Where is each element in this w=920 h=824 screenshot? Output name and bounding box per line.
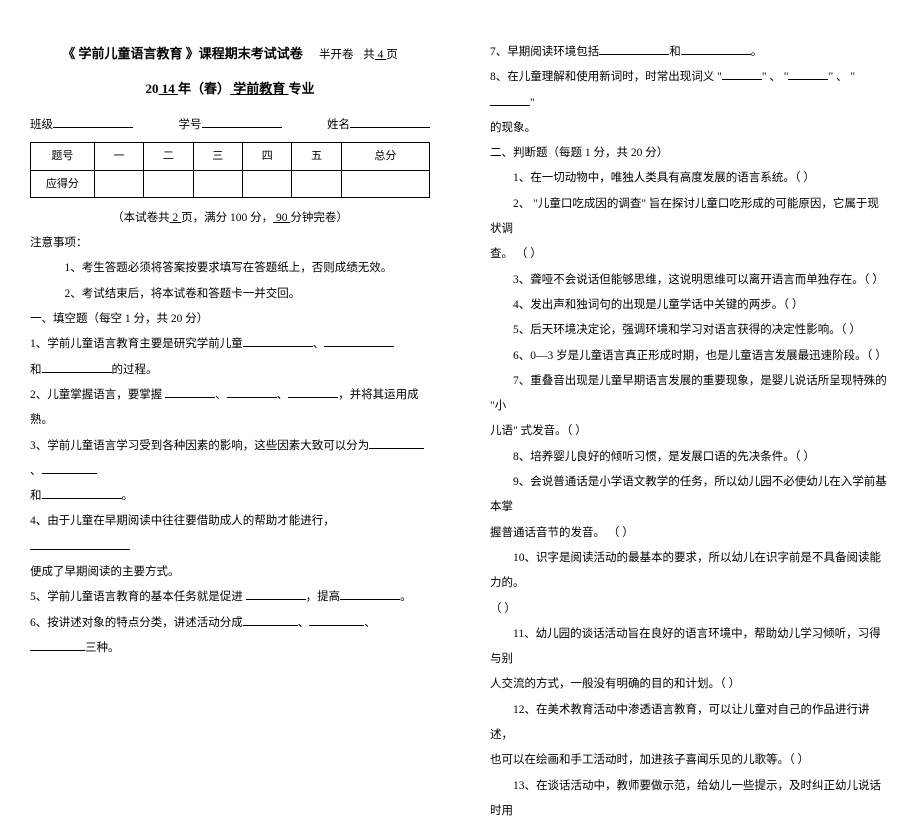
title-line-1: 《 学前儿童语言教育 》课程期末考试试卷 半开卷 共 4 页	[30, 40, 430, 69]
section-1-header: 一、填空题（每空 1 分，共 20 分）	[30, 307, 430, 332]
th-1: 一	[94, 143, 143, 170]
section-2-header: 二、判断题（每题 1 分，共 20 分）	[490, 141, 890, 166]
j7: 7、重叠音出现是儿童早期语言发展的重要现象，是婴儿说话所呈现特殊的 "小	[490, 369, 890, 420]
j13: 13、在谈话活动中，教师要做示范，给幼儿一些提示，及时纠正幼儿说话时用	[490, 774, 890, 824]
title-line-2: 20 14 年（春） 学前教育 专业	[30, 75, 430, 104]
j2-cont: 查。 （ ）	[490, 242, 890, 267]
j4: 4、发出声和独词句的出现是儿童学话中关键的两步。（ ）	[490, 293, 890, 318]
q2: 2、儿童掌握语言，要掌握 、、，并将其运用成熟。	[30, 383, 430, 434]
j9: 9、会说普通话是小学语文教学的任务，所以幼儿园不必使幼儿在入学前基本掌	[490, 470, 890, 521]
j6: 6、0—3 岁是儿童语言真正形成时期，也是儿童语言发展最迅速阶段。（ ）	[490, 344, 890, 369]
q4: 4、由于儿童在早期阅读中往往要借助成人的帮助才能进行，	[30, 509, 430, 560]
q1-cont: 和的过程。	[30, 358, 430, 383]
th-total: 总分	[341, 143, 429, 170]
j7-cont: 儿语" 式发音。（ ）	[490, 419, 890, 444]
cell	[341, 170, 429, 197]
table-row: 题号 一 二 三 四 五 总分	[31, 143, 430, 170]
left-column: 《 学前儿童语言教育 》课程期末考试试卷 半开卷 共 4 页 20 14 年（春…	[0, 0, 460, 650]
j12-cont: 也可以在绘画和手工活动时，加进孩子喜闻乐见的儿歌等。（ ）	[490, 748, 890, 773]
name-field: 姓名	[327, 113, 430, 138]
j8: 8、培养婴儿良好的倾听习惯，是发展口语的先决条件。（ ）	[490, 445, 890, 470]
j9-cont: 握普通话音节的发音。 （ ）	[490, 521, 890, 546]
q1: 1、学前儿童语言教育主要是研究学前儿童、	[30, 332, 430, 357]
title-pre: 《	[62, 46, 78, 61]
cell	[144, 170, 193, 197]
q8-cont: 的现象。	[490, 116, 890, 141]
j5: 5、后天环境决定论，强调环境和学习对语言获得的决定性影响。（ ）	[490, 318, 890, 343]
cell	[292, 170, 341, 197]
exam-page: 《 学前儿童语言教育 》课程期末考试试卷 半开卷 共 4 页 20 14 年（春…	[0, 0, 920, 650]
j1: 1、在一切动物中，唯独人类具有高度发展的语言系统。（ ）	[490, 166, 890, 191]
cell	[193, 170, 242, 197]
j11-cont: 人交流的方式，一般没有明确的目的和计划。（ ）	[490, 672, 890, 697]
j10-cont: （ ）	[490, 597, 890, 622]
th-2: 二	[144, 143, 193, 170]
course-name: 学前儿童语言教育	[78, 46, 182, 61]
q6: 6、按讲述对象的特点分类，讲述活动分成、、	[30, 611, 430, 636]
q8: 8、在儿童理解和使用新词时，时常出现词义 "" 、 "" 、 ""	[490, 65, 890, 116]
q7: 7、早期阅读环境包括和。	[490, 40, 890, 65]
studentno-field: 学号	[179, 113, 282, 138]
th-4: 四	[243, 143, 292, 170]
th-5: 五	[292, 143, 341, 170]
class-field: 班级	[30, 113, 133, 138]
th-3: 三	[193, 143, 242, 170]
right-column: 7、早期阅读环境包括和。 8、在儿童理解和使用新词时，时常出现词义 "" 、 "…	[460, 0, 920, 650]
page-total: 共 4 页	[363, 49, 398, 61]
cell	[94, 170, 143, 197]
q5: 5、学前儿童语言教育的基本任务就是促进 ，提高。	[30, 585, 430, 610]
q3: 3、学前儿童语言学习受到各种因素的影响，这些因素大致可以分为、	[30, 434, 430, 485]
j3: 3、聋哑不会说话但能够思维，这说明思维可以离开语言而单独存在。（ ）	[490, 268, 890, 293]
j2: 2、 "儿童口吃成因的调查" 旨在探讨儿童口吃形成的可能原因，它属于现状调	[490, 192, 890, 243]
meta-note: （本试卷共 2 页，满分 100 分， 90 分钟完卷）	[30, 206, 430, 231]
title-post: 》课程期末考试试卷	[183, 46, 303, 61]
score-table: 题号 一 二 三 四 五 总分 应得分	[30, 142, 430, 197]
cell	[243, 170, 292, 197]
j12: 12、在美术教育活动中渗透语言教育，可以让儿童对自己的作品进行讲述，	[490, 698, 890, 749]
notice-2: 2、考试结束后，将本试卷和答题卡一并交回。	[30, 282, 430, 307]
j10: 10、识字是阅读活动的最基本的要求，所以幼儿在识字前是不具备阅读能力的。	[490, 546, 890, 597]
j11: 11、幼儿园的谈话活动旨在良好的语言环境中，帮助幼儿学习倾听，习得与别	[490, 622, 890, 673]
notice-header: 注意事项：	[30, 231, 430, 256]
student-info-row: 班级 学号 姓名	[30, 113, 430, 138]
q4-cont: 便成了早期阅读的主要方式。	[30, 560, 430, 585]
exam-type: 半开卷	[319, 49, 354, 61]
th-seq: 题号	[31, 143, 95, 170]
q6-cont: 三种。	[30, 636, 430, 661]
q3-cont: 和。	[30, 484, 430, 509]
table-row: 应得分	[31, 170, 430, 197]
notice-1: 1、考生答题必须将答案按要求填写在答题纸上，否则成绩无效。	[30, 256, 430, 281]
row-label: 应得分	[31, 170, 95, 197]
